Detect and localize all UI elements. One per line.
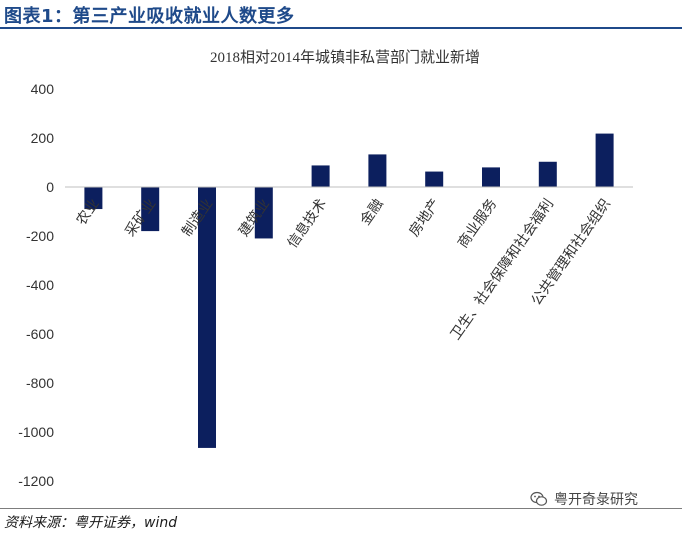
bars [84, 133, 614, 448]
y-axis-ticks: 400 200 0 -200 -400 -600 -800 -1000 -1200 [18, 81, 54, 489]
wechat-icon [530, 491, 548, 506]
bar [538, 161, 557, 187]
y-tick-label: -200 [26, 228, 54, 244]
watermark: 粤开奇彔研究 [530, 489, 638, 509]
bar [595, 133, 614, 187]
chart-title: 2018相对2014年城镇非私营部门就业新增 [210, 49, 480, 66]
bar-chart: 2018相对2014年城镇非私营部门就业新增 400 200 0 -200 -400 -6… [18, 49, 633, 489]
y-tick-label: -1200 [18, 473, 54, 489]
y-tick-label: 400 [31, 81, 55, 97]
y-tick-label: -400 [26, 277, 54, 293]
bar [425, 171, 444, 187]
source-note: 资料来源：粤开证券，wind [4, 515, 178, 531]
category-label: 金融 [358, 196, 387, 228]
category-label: 信息技术 [284, 196, 330, 252]
y-tick-label: -1000 [18, 424, 54, 440]
bar [311, 165, 330, 187]
bar [84, 187, 103, 210]
category-label: 卫生、社会保障和社会福利 [448, 196, 557, 343]
header-rule [0, 27, 682, 29]
footer-rule [0, 508, 682, 509]
y-tick-label: -600 [26, 326, 54, 342]
bar [254, 187, 273, 239]
y-tick-label: 200 [31, 130, 55, 146]
category-label: 商业服务 [455, 196, 500, 251]
y-tick-label: -800 [26, 375, 54, 391]
bar [198, 187, 216, 448]
category-label: 房地产 [406, 196, 443, 240]
bar [482, 167, 500, 187]
bar [368, 154, 387, 187]
watermark-text: 粤开奇彔研究 [554, 492, 638, 508]
figure-label: 图表1：第三产业吸收就业人数更多 [4, 6, 295, 27]
y-tick-label: 0 [46, 179, 54, 195]
bar [141, 187, 160, 232]
